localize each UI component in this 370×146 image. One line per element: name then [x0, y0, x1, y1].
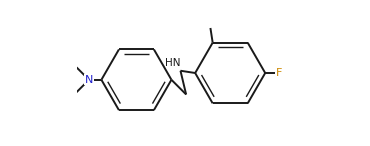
Text: F: F [276, 68, 282, 78]
Text: N: N [85, 75, 93, 85]
Text: HN: HN [165, 58, 180, 68]
